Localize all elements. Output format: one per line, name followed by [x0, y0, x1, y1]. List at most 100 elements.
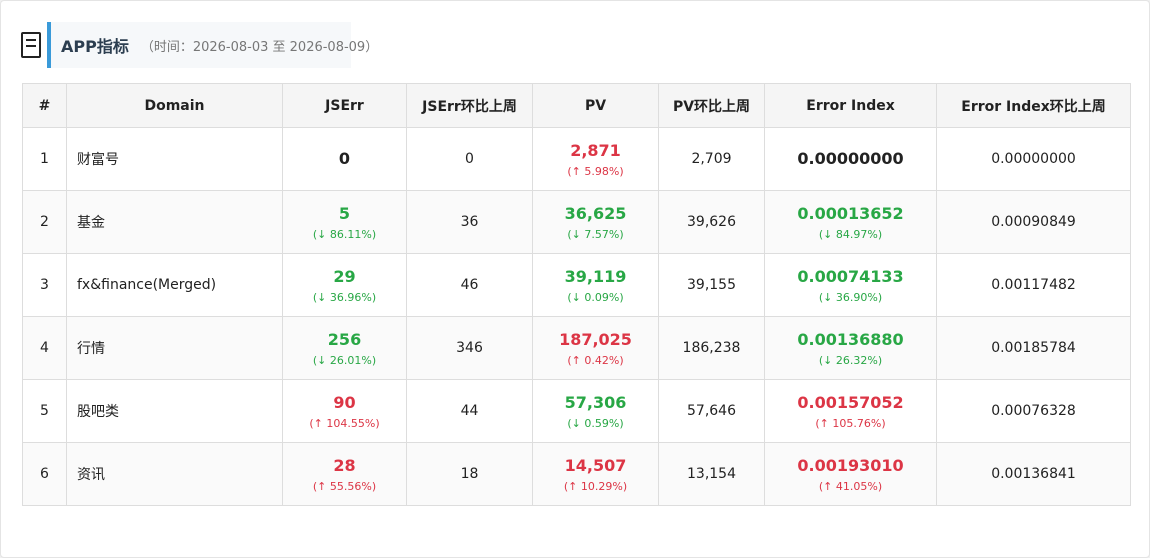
error-index-cell: 0.00193010 (↑ 41.05%): [764, 442, 937, 506]
jserr-change: (↓ 26.01%): [312, 353, 377, 367]
error-index-value: 0.00000000: [797, 149, 904, 168]
jserr-cell: 29 (↓ 36.96%): [282, 253, 407, 317]
pv-cell: 14,507 (↑ 10.29%): [532, 442, 659, 506]
pv-change: (↑ 0.42%): [567, 353, 624, 367]
jserr-value: 256: [327, 329, 362, 349]
table-row: 2 基金 5 (↓ 86.11%) 36 36,625 (↓ 7.57%) 39,626 0.0…: [22, 190, 1131, 254]
jserr-cell: 28 (↑ 55.56%): [282, 442, 407, 506]
domain-name: 财富号: [66, 127, 283, 191]
pv-prev-value: 186,238: [658, 316, 765, 380]
error-index-prev-value: 0.00117482: [936, 253, 1131, 317]
pv-change: (↓ 7.57%): [567, 227, 624, 241]
domain-name: fx&finance(Merged): [66, 253, 283, 317]
row-index: 6: [22, 442, 67, 506]
jserr-value: 28: [333, 455, 356, 475]
jserr-change: (↑ 55.56%): [312, 479, 377, 493]
jserr-value: 5: [338, 203, 351, 223]
error-index-prev-value: 0.00090849: [936, 190, 1131, 254]
jserr-change: (↓ 36.96%): [312, 290, 377, 304]
document-icon: [21, 32, 41, 58]
date-range: （时间：2026-08-03 至 2026-08-09）: [140, 39, 379, 55]
table-header-row: # Domain JSErr JSErr环比上周 PV PV环比上周 Error…: [22, 83, 1131, 128]
jserr-value: 0: [338, 149, 351, 168]
jserr-cell: 5 (↓ 86.11%): [282, 190, 407, 254]
error-index-change: (↓ 84.97%): [818, 227, 883, 241]
domain-name: 股吧类: [66, 379, 283, 443]
error-index-value: 0.00074133: [797, 266, 904, 286]
jserr-cell: 90 (↑ 104.55%): [282, 379, 407, 443]
pv-change: (↑ 5.98%): [567, 164, 624, 178]
error-index-change: (↓ 26.32%): [818, 353, 883, 367]
pv-change: (↓ 0.59%): [567, 416, 624, 430]
error-index-cell: 0.00000000: [764, 127, 937, 191]
jserr-prev-value: 0: [406, 127, 533, 191]
col-header-error-index: Error Index: [764, 83, 937, 128]
error-index-prev-value: 0.00000000: [936, 127, 1131, 191]
col-header-jserr: JSErr: [282, 83, 407, 128]
metrics-table: # Domain JSErr JSErr环比上周 PV PV环比上周 Error…: [22, 83, 1131, 506]
pv-change: (↑ 10.29%): [563, 479, 628, 493]
error-index-cell: 0.00157052 (↑ 105.76%): [764, 379, 937, 443]
pv-cell: 57,306 (↓ 0.59%): [532, 379, 659, 443]
error-index-value: 0.00013652: [797, 203, 904, 223]
error-index-value: 0.00136880: [797, 329, 904, 349]
row-index: 5: [22, 379, 67, 443]
col-header-pv: PV: [532, 83, 659, 128]
domain-name: 基金: [66, 190, 283, 254]
pv-prev-value: 57,646: [658, 379, 765, 443]
row-index: 1: [22, 127, 67, 191]
pv-cell: 2,871 (↑ 5.98%): [532, 127, 659, 191]
table-row: 3 fx&finance(Merged) 29 (↓ 36.96%) 46 39,119 (…: [22, 253, 1131, 317]
jserr-value: 90: [333, 392, 356, 412]
pv-value: 57,306: [564, 392, 627, 412]
error-index-change: (↓ 36.90%): [818, 290, 883, 304]
table-row: 6 资讯 28 (↑ 55.56%) 18 14,507 (↑ 10.29%) 13,154 0…: [22, 442, 1131, 506]
pv-value: 36,625: [564, 203, 627, 223]
error-index-cell: 0.00074133 (↓ 36.90%): [764, 253, 937, 317]
pv-prev-value: 13,154: [658, 442, 765, 506]
error-index-prev-value: 0.00185784: [936, 316, 1131, 380]
jserr-prev-value: 36: [406, 190, 533, 254]
pv-value: 187,025: [559, 329, 632, 349]
pv-value: 14,507: [564, 455, 627, 475]
col-header-pv-prev: PV环比上周: [658, 83, 765, 128]
error-index-cell: 0.00136880 (↓ 26.32%): [764, 316, 937, 380]
page-title: APP指标: [61, 37, 129, 56]
error-index-change: (↑ 41.05%): [818, 479, 883, 493]
error-index-prev-value: 0.00136841: [936, 442, 1131, 506]
jserr-cell: 256 (↓ 26.01%): [282, 316, 407, 380]
row-index: 4: [22, 316, 67, 380]
error-index-cell: 0.00013652 (↓ 84.97%): [764, 190, 937, 254]
jserr-prev-value: 46: [406, 253, 533, 317]
jserr-prev-value: 346: [406, 316, 533, 380]
error-index-value: 0.00157052: [797, 392, 904, 412]
jserr-cell: 0: [282, 127, 407, 191]
domain-name: 行情: [66, 316, 283, 380]
row-index: 2: [22, 190, 67, 254]
pv-cell: 39,119 (↓ 0.09%): [532, 253, 659, 317]
table-row: 5 股吧类 90 (↑ 104.55%) 44 57,306 (↓ 0.59%) 57,646…: [22, 379, 1131, 443]
error-index-change: (↑ 105.76%): [815, 416, 886, 430]
table-row: 1 财富号 0 0 2,871 (↑ 5.98%) 2,709 0.00000000 0.000…: [22, 127, 1131, 191]
pv-prev-value: 39,626: [658, 190, 765, 254]
pv-value: 39,119: [564, 266, 627, 286]
error-index-prev-value: 0.00076328: [936, 379, 1131, 443]
title-box: APP指标 （时间：2026-08-03 至 2026-08-09）: [47, 22, 378, 68]
jserr-prev-value: 18: [406, 442, 533, 506]
col-header-domain: Domain: [66, 83, 283, 128]
pv-prev-value: 2,709: [658, 127, 765, 191]
jserr-value: 29: [333, 266, 356, 286]
pv-cell: 36,625 (↓ 7.57%): [532, 190, 659, 254]
col-header-error-index-prev: Error Index环比上周: [936, 83, 1131, 128]
col-header-index: #: [22, 83, 67, 128]
error-index-value: 0.00193010: [797, 455, 904, 475]
jserr-change: (↓ 86.11%): [312, 227, 377, 241]
jserr-change: (↑ 104.55%): [309, 416, 380, 430]
table-row: 4 行情 256 (↓ 26.01%) 346 187,025 (↑ 0.42%) 186,2…: [22, 316, 1131, 380]
pv-prev-value: 39,155: [658, 253, 765, 317]
pv-value: 2,871: [570, 140, 621, 160]
jserr-prev-value: 44: [406, 379, 533, 443]
col-header-jserr-prev: JSErr环比上周: [406, 83, 533, 128]
report-header: APP指标 （时间：2026-08-03 至 2026-08-09）: [21, 22, 378, 68]
